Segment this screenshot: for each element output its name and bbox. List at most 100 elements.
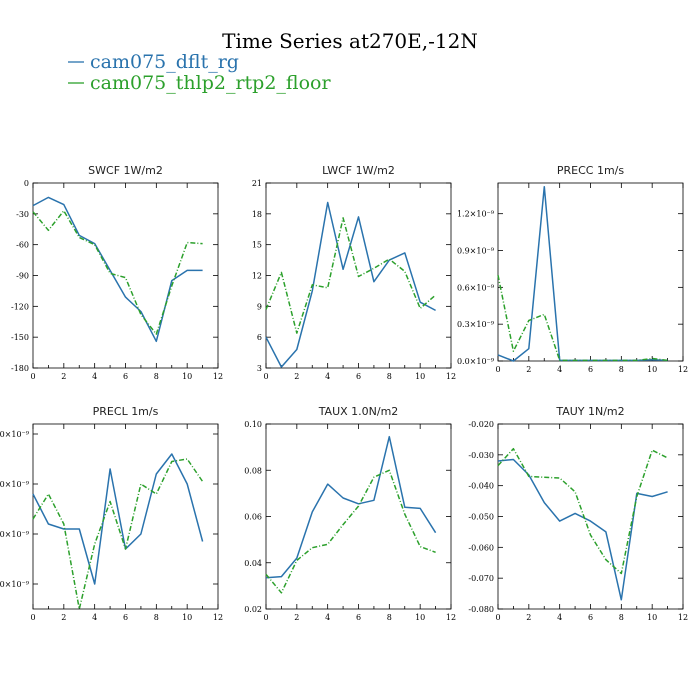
- figure-title: Time Series at270E,-12N: [222, 29, 478, 53]
- series-line-1: [265, 201, 436, 368]
- x-tick-label: 6: [588, 613, 593, 622]
- x-tick-label: 4: [557, 613, 562, 622]
- x-tick-label: 12: [213, 613, 223, 622]
- y-tick-label: 6.0×10⁻⁹: [0, 480, 30, 489]
- y-tick-label: 12: [252, 272, 262, 281]
- y-tick-label: 4.0×10⁻⁹: [0, 580, 30, 589]
- legend: cam075_dflt_rg cam075_thlp2_rtp2_floor: [68, 51, 331, 94]
- y-tick-label: 0: [24, 179, 29, 188]
- x-tick-label: 10: [415, 613, 425, 622]
- x-tick-label: 0: [495, 365, 500, 374]
- x-tick-label: 8: [154, 613, 159, 622]
- x-tick-label: 12: [678, 365, 688, 374]
- y-tick-label: -60: [16, 241, 29, 250]
- y-tick-label: 0.06: [244, 513, 262, 522]
- x-tick-label: 12: [678, 613, 688, 622]
- y-tick-label: 0.02: [244, 605, 262, 614]
- y-tick-label: 0.6×10⁻⁹: [457, 283, 495, 292]
- legend-label-1: cam075_dflt_rg: [90, 51, 239, 73]
- x-tick-label: 12: [213, 372, 223, 381]
- x-tick-label: 12: [446, 372, 456, 381]
- x-tick-label: 8: [619, 613, 624, 622]
- x-tick-label: 8: [154, 372, 159, 381]
- x-tick-label: 4: [325, 613, 330, 622]
- x-tick-label: 10: [415, 372, 425, 381]
- x-tick-label: 12: [446, 613, 456, 622]
- series-line-2: [32, 458, 204, 610]
- y-tick-label: 21: [252, 179, 262, 188]
- y-tick-label: -0.020: [468, 420, 494, 429]
- panel-2: LWCF 1W/m2 0 2 4 6 8 10 12 3 6 9 12 15 18 21: [252, 164, 456, 381]
- y-tick-label: 6: [257, 333, 262, 342]
- panels: SWCF 1W/m2 0 2 4 6 8 10 12 -180 -150 -120 -90 -60 -30…: [0, 164, 688, 622]
- series-line-2: [265, 469, 436, 594]
- y-tick-label: -0.040: [468, 482, 494, 491]
- panel-title: LWCF 1W/m2: [322, 164, 395, 177]
- series-line-1: [32, 196, 203, 343]
- y-tick-label: 0.08: [244, 466, 262, 475]
- y-tick-label: 0.3×10⁻⁹: [457, 320, 495, 329]
- x-tick-label: 10: [647, 365, 657, 374]
- y-tick-label: 3: [257, 364, 262, 373]
- x-tick-label: 6: [123, 372, 128, 381]
- panel-4: PRECL 1m/s 0 2 4 6 8 10 12 4.0×10⁻⁹ 5.0×10⁻⁹ 6.0×1…: [0, 405, 223, 622]
- series-line-2: [32, 210, 203, 335]
- series-line-1: [265, 435, 437, 579]
- x-tick-label: 6: [356, 372, 361, 381]
- y-tick-label: 0.0×10⁻⁹: [457, 357, 495, 366]
- x-tick-label: 2: [526, 613, 531, 622]
- y-tick-label: 0.9×10⁻⁹: [457, 247, 495, 256]
- series-line-2: [497, 274, 668, 362]
- series-line-1: [497, 185, 668, 362]
- x-tick-label: 6: [356, 613, 361, 622]
- plot-frame: [497, 182, 684, 362]
- y-tick-label: 5.0×10⁻⁹: [0, 530, 30, 539]
- panel-title: PRECC 1m/s: [557, 164, 625, 177]
- y-tick-label: 7.0×10⁻⁹: [0, 430, 30, 439]
- y-tick-label: -0.050: [468, 513, 494, 522]
- panel-6: TAUY 1N/m2 0 2 4 6 8 10 12 -0.080 -0.070 -0.060 -0.…: [468, 405, 688, 622]
- plot-frame: [32, 423, 219, 610]
- x-tick-label: 4: [557, 365, 562, 374]
- x-tick-label: 10: [647, 613, 657, 622]
- x-tick-label: 10: [182, 372, 192, 381]
- x-tick-label: 8: [387, 372, 392, 381]
- panel-1: SWCF 1W/m2 0 2 4 6 8 10 12 -180 -150 -120 -90 -60 -30…: [11, 164, 223, 381]
- x-tick-label: 2: [294, 613, 299, 622]
- panel-title: TAUY 1N/m2: [555, 405, 624, 418]
- x-tick-label: 0: [263, 372, 268, 381]
- x-tick-label: 2: [61, 613, 66, 622]
- x-tick-label: 10: [182, 613, 192, 622]
- y-tick-label: -30: [16, 210, 29, 219]
- x-tick-label: 2: [61, 372, 66, 381]
- x-tick-label: 4: [92, 372, 97, 381]
- y-tick-label: -0.070: [468, 574, 494, 583]
- x-tick-label: 8: [619, 365, 624, 374]
- x-tick-label: 4: [92, 613, 97, 622]
- x-tick-label: 6: [123, 613, 128, 622]
- y-tick-label: -90: [16, 272, 29, 281]
- y-tick-label: 18: [252, 210, 262, 219]
- panel-title: TAUX 1.0N/m2: [318, 405, 399, 418]
- y-tick-label: -150: [11, 333, 29, 342]
- y-tick-label: -0.060: [468, 543, 494, 552]
- panel-title: PRECL 1m/s: [93, 405, 159, 418]
- panel-5: TAUX 1.0N/m2 0 2 4 6 8 10 12 0.02 0.04 0.06 0.08 0.1…: [244, 405, 456, 622]
- x-tick-label: 0: [263, 613, 268, 622]
- x-tick-label: 2: [294, 372, 299, 381]
- y-tick-label: -120: [11, 302, 29, 311]
- x-tick-label: 6: [588, 365, 593, 374]
- y-tick-label: 1.2×10⁻⁹: [457, 210, 495, 219]
- y-tick-label: -180: [11, 364, 29, 373]
- x-tick-label: 0: [495, 613, 500, 622]
- plot-frame: [32, 182, 219, 369]
- y-tick-label: 9: [257, 302, 262, 311]
- series-line-1: [32, 453, 204, 585]
- panel-title: SWCF 1W/m2: [88, 164, 163, 177]
- x-tick-label: 0: [30, 613, 35, 622]
- y-tick-label: 0.10: [244, 420, 262, 429]
- x-tick-label: 8: [387, 613, 392, 622]
- y-tick-label: -0.080: [468, 605, 494, 614]
- y-tick-label: -0.030: [468, 451, 494, 460]
